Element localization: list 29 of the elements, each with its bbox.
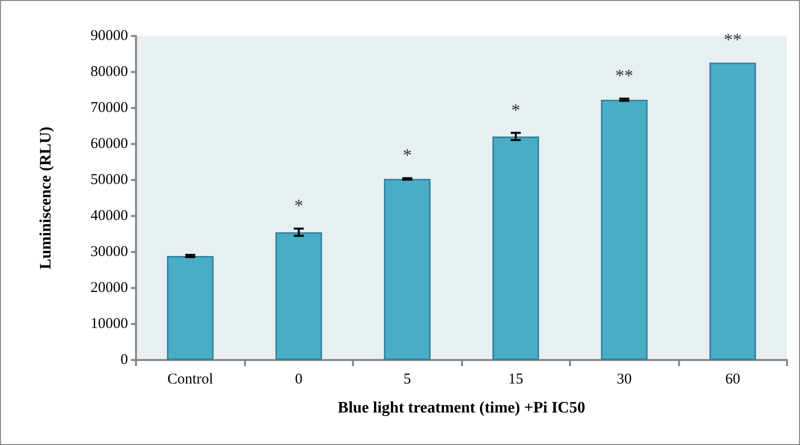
bar <box>600 100 648 360</box>
bar <box>384 178 431 360</box>
y-tick-label: 10000 <box>90 316 128 332</box>
annotation: * <box>294 196 304 216</box>
annotation: ** <box>724 30 742 50</box>
x-axis-title: Blue light treatment (time) +Pi IC50 <box>338 400 586 416</box>
y-tick-label: 80000 <box>90 64 128 80</box>
y-tick-label: 20000 <box>90 280 128 296</box>
y-axis-title: Luminiscence (RLU) <box>38 126 54 270</box>
y-tick-label: 60000 <box>90 136 128 152</box>
x-tick-label: 15 <box>508 372 524 388</box>
x-tick-label: 30 <box>616 372 632 388</box>
bar <box>492 136 540 360</box>
bar <box>275 232 322 360</box>
y-tick-label: 0 <box>120 352 128 368</box>
y-tick-label: 70000 <box>90 100 128 116</box>
y-tick-label: 50000 <box>90 172 128 188</box>
annotation: * <box>511 100 520 120</box>
bar <box>709 62 756 360</box>
x-tick-label: Control <box>167 372 214 388</box>
x-tick-label: 60 <box>725 372 740 388</box>
y-tick-label: 90000 <box>90 28 128 44</box>
y-tick-label: 30000 <box>90 244 128 260</box>
x-tick-label: 0 <box>295 372 302 388</box>
y-tick-label: 40000 <box>90 208 128 224</box>
annotation: ** <box>615 66 634 86</box>
x-tick-label: 5 <box>404 372 411 388</box>
bar <box>166 256 214 360</box>
annotation: * <box>402 145 412 166</box>
